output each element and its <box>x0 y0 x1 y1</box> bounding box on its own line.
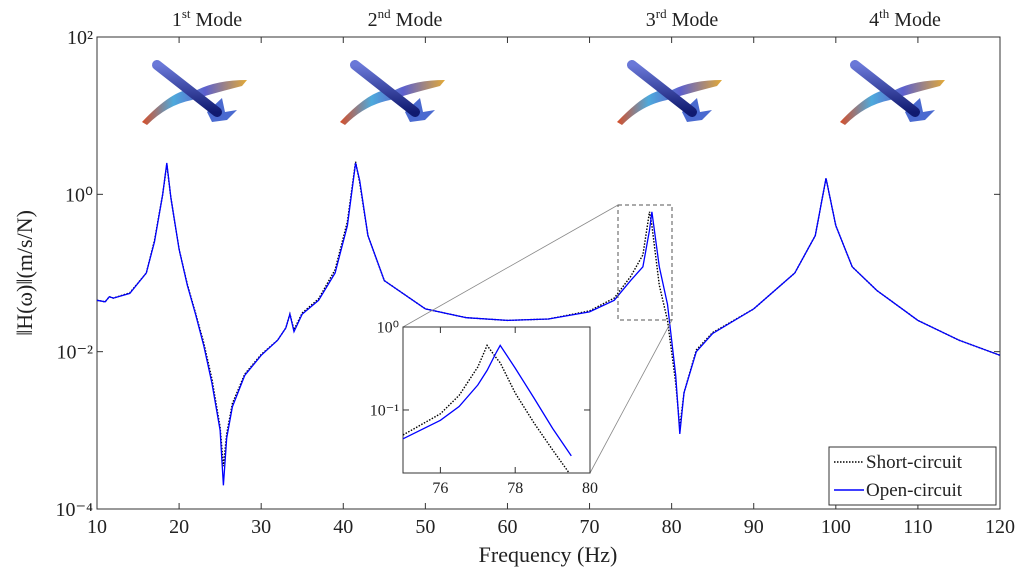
series-line <box>96 162 1001 486</box>
y-tick-label: 10⁻⁴ <box>55 499 93 521</box>
wing <box>840 80 945 125</box>
legend-label: Short-circuit <box>866 452 963 473</box>
main-plot: 10 20 30 40 50 60 70 80 90 100 110 120 10⁻⁴ 10⁻² 10⁰ 10… <box>55 27 1015 538</box>
x-tick-label: 120 <box>985 516 1015 538</box>
x-tick-label: 80 <box>582 480 598 497</box>
x-tick-label: 110 <box>903 516 932 538</box>
y-tick-label: 10⁰ <box>377 320 399 337</box>
legend: Short-circuit Open-circuit <box>828 446 997 506</box>
x-tick-label: 80 <box>662 516 682 538</box>
mode-suffix: nd <box>378 6 392 21</box>
mode-shapes <box>142 60 945 125</box>
x-tick-label: 10 <box>87 516 107 538</box>
x-axis-label: Frequency (Hz) <box>479 542 618 567</box>
mode-suffix: th <box>879 6 890 21</box>
inset-ticks: 76 78 80 10⁰ 10⁻¹ <box>370 320 598 497</box>
zoom-connector <box>402 204 619 328</box>
mode-label: 3rd Mode <box>646 6 719 31</box>
x-tick-label: 20 <box>169 516 189 538</box>
y-tick-label: 10⁻² <box>56 342 93 364</box>
zoom-box <box>617 204 673 321</box>
mode-ordinal: 2 <box>368 9 378 31</box>
series-line <box>403 343 571 473</box>
y-tick-label: 10² <box>67 27 93 49</box>
x-tick-label: 76 <box>432 480 448 497</box>
x-tick-label: 90 <box>744 516 764 538</box>
mode-label: 4th Mode <box>869 6 941 31</box>
legend-label: Open-circuit <box>866 480 963 501</box>
x-tick-label: 30 <box>251 516 271 538</box>
rod <box>627 60 697 117</box>
rod <box>850 60 920 117</box>
y-tick-label: 10⁻¹ <box>370 403 399 420</box>
series-line <box>403 344 572 457</box>
rod <box>152 60 222 117</box>
mode-word: Mode <box>894 9 941 31</box>
y-axis-label: ‖H(ω)‖(m/s/N) <box>12 210 37 336</box>
legend-box <box>828 446 997 506</box>
x-tick-label: 40 <box>333 516 353 538</box>
mode-label: 2nd Mode <box>368 6 443 31</box>
mode-word: Mode <box>396 9 443 31</box>
inset-plot <box>403 327 590 473</box>
y-tick-label: 10⁰ <box>65 184 93 206</box>
mode-ordinal: 1 <box>172 9 182 31</box>
mode-suffix: st <box>182 6 191 21</box>
mode-suffix: rd <box>656 6 667 21</box>
zoom-connector <box>589 319 673 474</box>
x-tick-label: 50 <box>415 516 435 538</box>
inset-frame <box>402 326 591 474</box>
x-tick-label: 60 <box>497 516 517 538</box>
x-tick-label: 70 <box>580 516 600 538</box>
mode-word: Mode <box>672 9 719 31</box>
mode-word: Mode <box>196 9 243 31</box>
wing <box>340 80 445 125</box>
x-tick-label: 100 <box>821 516 851 538</box>
mode-ordinal: 4 <box>869 9 879 31</box>
mode-ordinal: 3 <box>646 9 656 31</box>
wing <box>142 80 247 125</box>
wing <box>617 80 722 125</box>
rod <box>350 60 420 117</box>
mode-label: 1st Mode <box>172 6 242 31</box>
x-tick-label: 78 <box>507 480 523 497</box>
